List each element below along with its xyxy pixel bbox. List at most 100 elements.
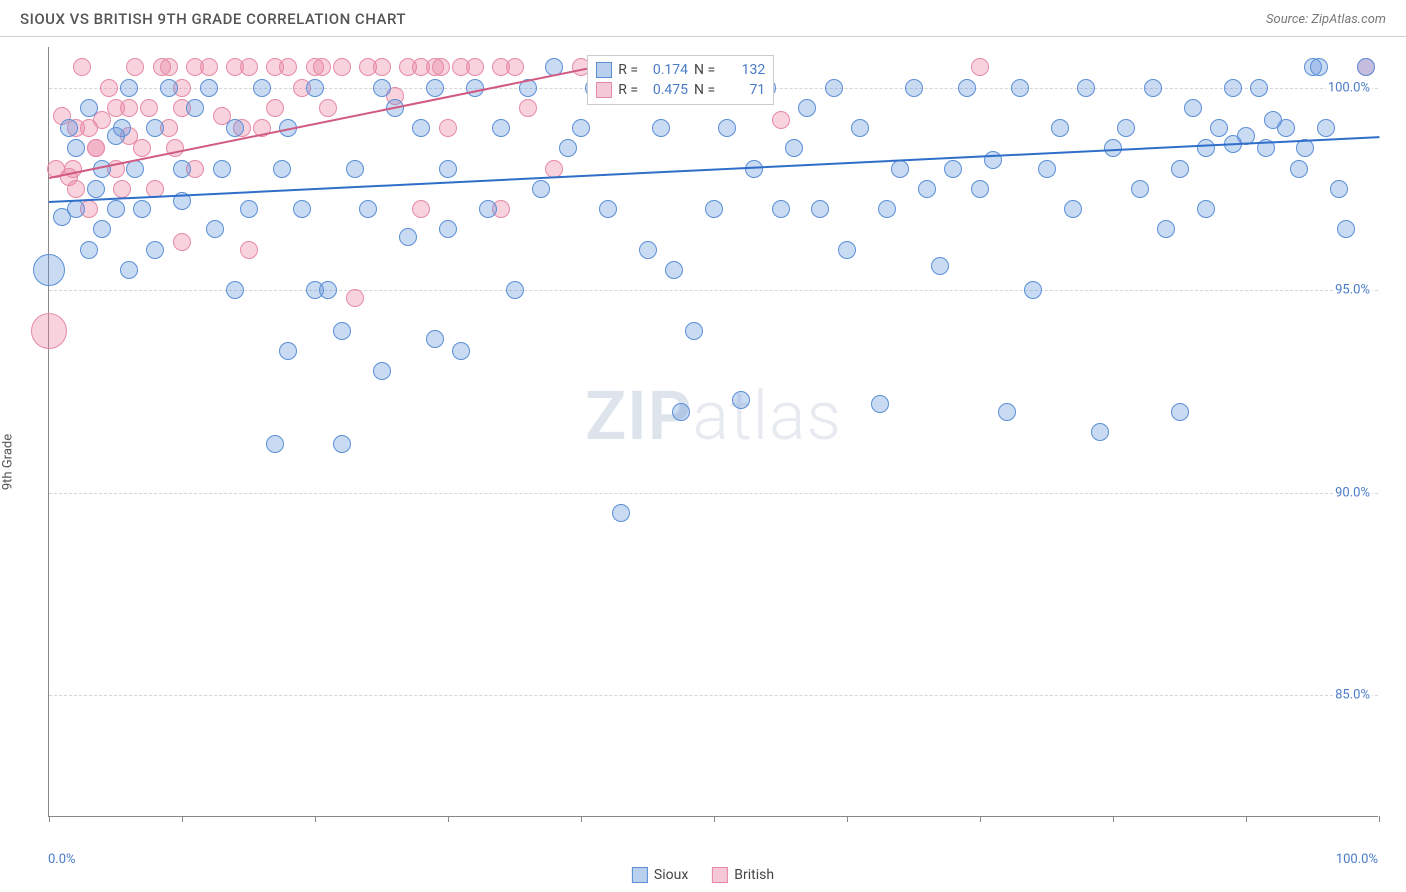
data-point-sioux [718,119,736,137]
data-point-sioux [665,261,683,279]
data-point-british [240,241,258,259]
x-tick [714,816,715,822]
stats-r-label: R = [618,62,638,78]
stats-n-value: 132 [721,62,765,78]
data-point-sioux [685,322,703,340]
data-point-sioux [93,220,111,238]
data-point-sioux [1250,79,1268,97]
stats-r-value: 0.174 [644,62,688,78]
data-point-british [971,58,989,76]
gridline-h [49,290,1378,291]
legend-swatch [632,867,648,883]
data-point-sioux [798,99,816,117]
data-point-sioux [213,160,231,178]
data-point-sioux [732,391,750,409]
data-point-sioux [107,200,125,218]
data-point-sioux [825,79,843,97]
data-point-sioux [998,403,1016,421]
data-point-sioux [572,119,590,137]
data-point-sioux [206,220,224,238]
data-point-sioux [931,257,949,275]
stats-box: R = 0.174 N = 132 R =0.475N =71 [587,55,774,105]
data-point-sioux [1310,58,1328,76]
chart-header: SIOUX VS BRITISH 9TH GRADE CORRELATION C… [0,0,1406,37]
y-tick-label: 100.0% [1326,80,1372,95]
stats-n-value: 71 [721,82,765,98]
data-point-sioux [1197,200,1215,218]
stats-r-label: R = [618,82,638,98]
data-point-british [173,233,191,251]
data-point-sioux [905,79,923,97]
data-point-sioux [1197,139,1215,157]
data-point-british [126,58,144,76]
stats-row-british: R =0.475N =71 [596,80,765,100]
legend: SiouxBritish [632,867,774,883]
x-tick [847,816,848,822]
data-point-sioux [80,241,98,259]
data-point-sioux [1171,160,1189,178]
data-point-sioux [160,79,178,97]
data-point-sioux [672,403,690,421]
data-point-sioux [60,119,78,137]
data-point-sioux [200,79,218,97]
data-point-british [266,99,284,117]
data-point-british [333,58,351,76]
y-tick-label: 85.0% [1333,688,1372,703]
data-point-british [466,58,484,76]
data-point-sioux [1157,220,1175,238]
data-point-sioux [1024,281,1042,299]
x-tick [49,816,50,822]
data-point-sioux [918,180,936,198]
data-point-british [313,58,331,76]
data-point-sioux [1210,119,1228,137]
data-point-sioux [253,79,271,97]
data-point-british [113,180,131,198]
data-point-british [87,139,105,157]
watermark: ZIPatlas [585,376,842,456]
data-point-sioux [113,119,131,137]
data-point-british [200,58,218,76]
data-point-sioux [705,200,723,218]
data-point-sioux [1357,58,1375,76]
x-tick [1113,816,1114,822]
gridline-h [49,493,1378,494]
data-point-sioux [785,139,803,157]
data-point-sioux [944,160,962,178]
data-point-sioux [1317,119,1335,137]
data-point-sioux [811,200,829,218]
x-tick [1379,816,1380,822]
data-point-sioux [599,200,617,218]
x-tick [980,816,981,822]
legend-swatch [712,867,728,883]
data-point-sioux [1224,79,1242,97]
legend-label: Sioux [654,867,688,883]
x-tick [448,816,449,822]
data-point-sioux [871,395,889,413]
data-point-british [439,119,457,137]
data-point-sioux [1117,119,1135,137]
data-point-british [67,180,85,198]
data-point-sioux [1038,160,1056,178]
data-point-sioux [1144,79,1162,97]
data-point-sioux [1131,180,1149,198]
data-point-sioux [319,281,337,299]
x-axis-max-label: 100.0% [1336,852,1378,867]
data-point-sioux [426,79,444,97]
data-point-british [432,58,450,76]
data-point-sioux [412,119,430,137]
stats-n-label: N = [694,62,715,78]
data-point-british [412,200,430,218]
data-point-british [373,58,391,76]
data-point-sioux [146,119,164,137]
data-point-british [772,111,790,129]
legend-item-sioux: Sioux [632,867,688,883]
data-point-british [100,79,118,97]
data-point-sioux [1337,220,1355,238]
data-point-sioux [120,261,138,279]
data-point-sioux [33,254,65,286]
data-point-sioux [612,504,630,522]
data-point-sioux [891,160,909,178]
y-tick-label: 95.0% [1333,283,1372,298]
data-point-sioux [87,180,105,198]
data-point-sioux [67,139,85,157]
